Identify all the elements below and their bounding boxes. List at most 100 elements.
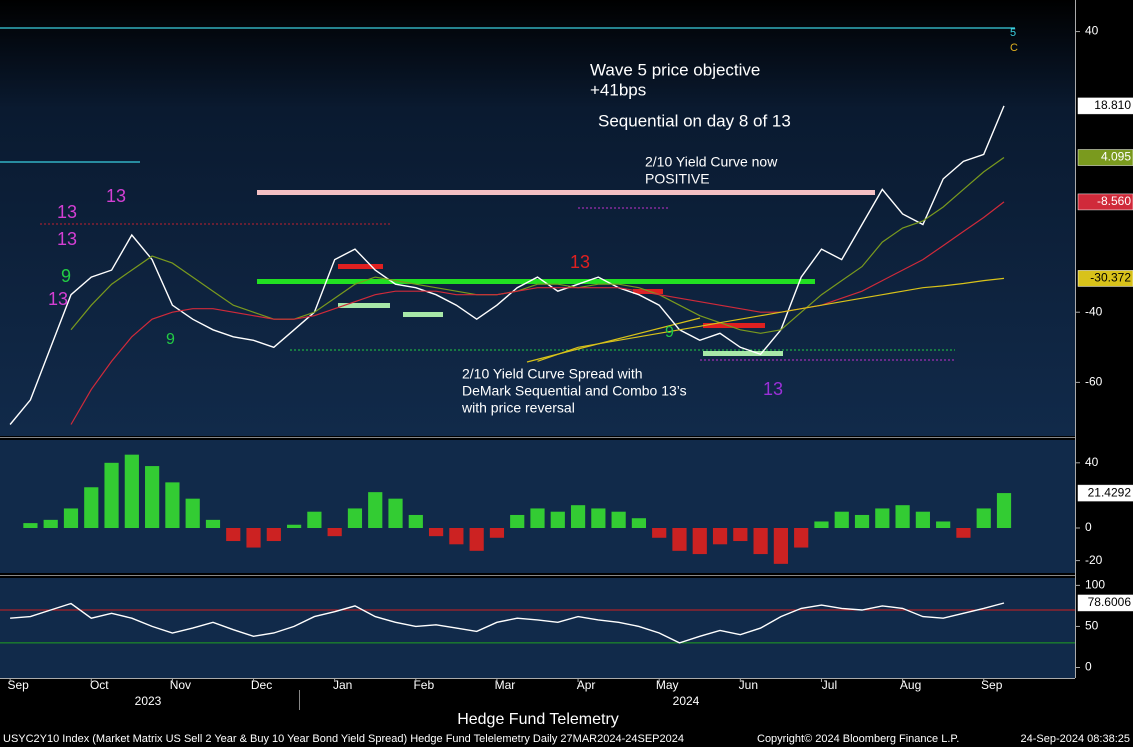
x-tick-label: Oct bbox=[90, 678, 109, 692]
x-tick-label: Apr bbox=[577, 678, 596, 692]
series-line bbox=[10, 602, 1005, 644]
histogram-panel bbox=[0, 440, 1075, 573]
bar bbox=[287, 524, 302, 528]
bar bbox=[753, 528, 768, 555]
annotation: 9 bbox=[665, 324, 674, 341]
y-tick-label: 0 bbox=[1085, 520, 1092, 534]
footer-title: Hedge Fund Telemetry bbox=[457, 711, 619, 728]
annotation: POSITIVE bbox=[645, 171, 710, 187]
y-tick-label: 40 bbox=[1085, 455, 1099, 469]
bar bbox=[915, 511, 930, 528]
value-label-box bbox=[1077, 97, 1133, 115]
level-bar bbox=[338, 303, 390, 308]
bar bbox=[672, 528, 687, 551]
bar bbox=[895, 505, 910, 528]
bar bbox=[23, 523, 38, 528]
bar bbox=[591, 508, 606, 528]
x-tick-label: Jan bbox=[333, 678, 352, 692]
bar bbox=[43, 519, 58, 528]
value-label: -8.560 bbox=[1097, 194, 1131, 208]
value-label: 4.095 bbox=[1101, 150, 1131, 164]
level-bar bbox=[257, 190, 875, 195]
bar bbox=[733, 528, 748, 542]
rsi-panel bbox=[0, 578, 1075, 678]
bar bbox=[570, 505, 586, 528]
annotation: 13 bbox=[57, 229, 77, 249]
annotation: Wave 5 price objective bbox=[590, 60, 760, 79]
annotation: 13 bbox=[763, 379, 783, 399]
bar bbox=[185, 498, 200, 528]
bar bbox=[794, 528, 809, 548]
annotation: DeMark Sequential and Combo 13’s bbox=[462, 383, 687, 399]
price-panel bbox=[0, 0, 1075, 436]
annotation: with price reversal bbox=[461, 400, 575, 416]
x-tick-label: Jun bbox=[739, 678, 758, 692]
value-label: -30.372 bbox=[1090, 271, 1131, 285]
footer-description: USYC2Y10 Index (Market Matrix US Sell 2 … bbox=[3, 733, 684, 745]
bar bbox=[266, 528, 281, 542]
annotation: 2/10 Yield Curve now bbox=[645, 154, 778, 170]
x-tick-label: Dec bbox=[251, 678, 272, 692]
bar bbox=[550, 511, 565, 528]
value-label-box bbox=[1077, 484, 1133, 502]
bar bbox=[854, 514, 870, 528]
x-tick-label: May bbox=[656, 678, 679, 692]
y-tick-label: 40 bbox=[1085, 24, 1099, 38]
bar bbox=[814, 521, 829, 528]
level-bar bbox=[633, 289, 663, 294]
annotation: 2/10 Yield Curve Spread with bbox=[462, 366, 643, 382]
x-tick-label: Feb bbox=[413, 678, 434, 692]
bar bbox=[347, 508, 363, 528]
annotation: 13 bbox=[106, 186, 126, 206]
value-label-box bbox=[1077, 149, 1133, 166]
x-tick-label: Mar bbox=[495, 678, 516, 692]
x-tick-label: Jul bbox=[822, 678, 837, 692]
bar bbox=[388, 498, 403, 528]
series-line bbox=[537, 277, 1005, 362]
value-label-box bbox=[1077, 193, 1133, 211]
annotation: 5 bbox=[1010, 27, 1016, 39]
y-tick-label: -60 bbox=[1085, 375, 1103, 389]
value-label: 18.810 bbox=[1094, 98, 1131, 112]
bar bbox=[226, 528, 241, 542]
value-label-box bbox=[1077, 594, 1133, 612]
bar bbox=[834, 511, 849, 528]
bar bbox=[936, 521, 951, 528]
bar bbox=[692, 528, 707, 555]
bar bbox=[408, 514, 423, 528]
bar bbox=[145, 466, 160, 528]
bar bbox=[449, 528, 464, 545]
bar bbox=[469, 528, 484, 551]
bar bbox=[246, 528, 261, 548]
footer-copyright: Copyright© 2024 Bloomberg Finance L.P. bbox=[757, 733, 959, 745]
series-line bbox=[70, 201, 1005, 425]
annotation: 13 bbox=[570, 252, 590, 272]
bar bbox=[327, 528, 342, 537]
level-bar bbox=[257, 279, 815, 284]
annotation: 9 bbox=[61, 266, 71, 286]
level-bar bbox=[703, 323, 765, 328]
y-tick-label: 50 bbox=[1085, 619, 1099, 633]
bar bbox=[631, 518, 647, 528]
bar bbox=[205, 519, 221, 528]
bar bbox=[976, 508, 991, 528]
value-label-box bbox=[1077, 270, 1133, 287]
value-label: 21.4292 bbox=[1088, 485, 1132, 499]
bar bbox=[428, 528, 444, 537]
footer-timestamp: 24-Sep-2024 08:38:25 bbox=[1021, 733, 1130, 745]
level-bar bbox=[703, 351, 783, 356]
bar bbox=[956, 528, 971, 538]
bar bbox=[104, 462, 119, 528]
bar bbox=[773, 528, 788, 564]
bar bbox=[307, 511, 322, 528]
bar bbox=[611, 511, 626, 528]
series-line bbox=[9, 105, 1005, 425]
y-tick-label: 0 bbox=[1085, 660, 1092, 674]
year-label: 2023 bbox=[135, 694, 162, 708]
bar bbox=[368, 492, 383, 528]
bar bbox=[165, 482, 180, 528]
y-tick-label: 100 bbox=[1085, 578, 1105, 592]
annotation: Sequential on day 8 of 13 bbox=[598, 111, 791, 130]
value-label: 78.6006 bbox=[1088, 595, 1132, 609]
